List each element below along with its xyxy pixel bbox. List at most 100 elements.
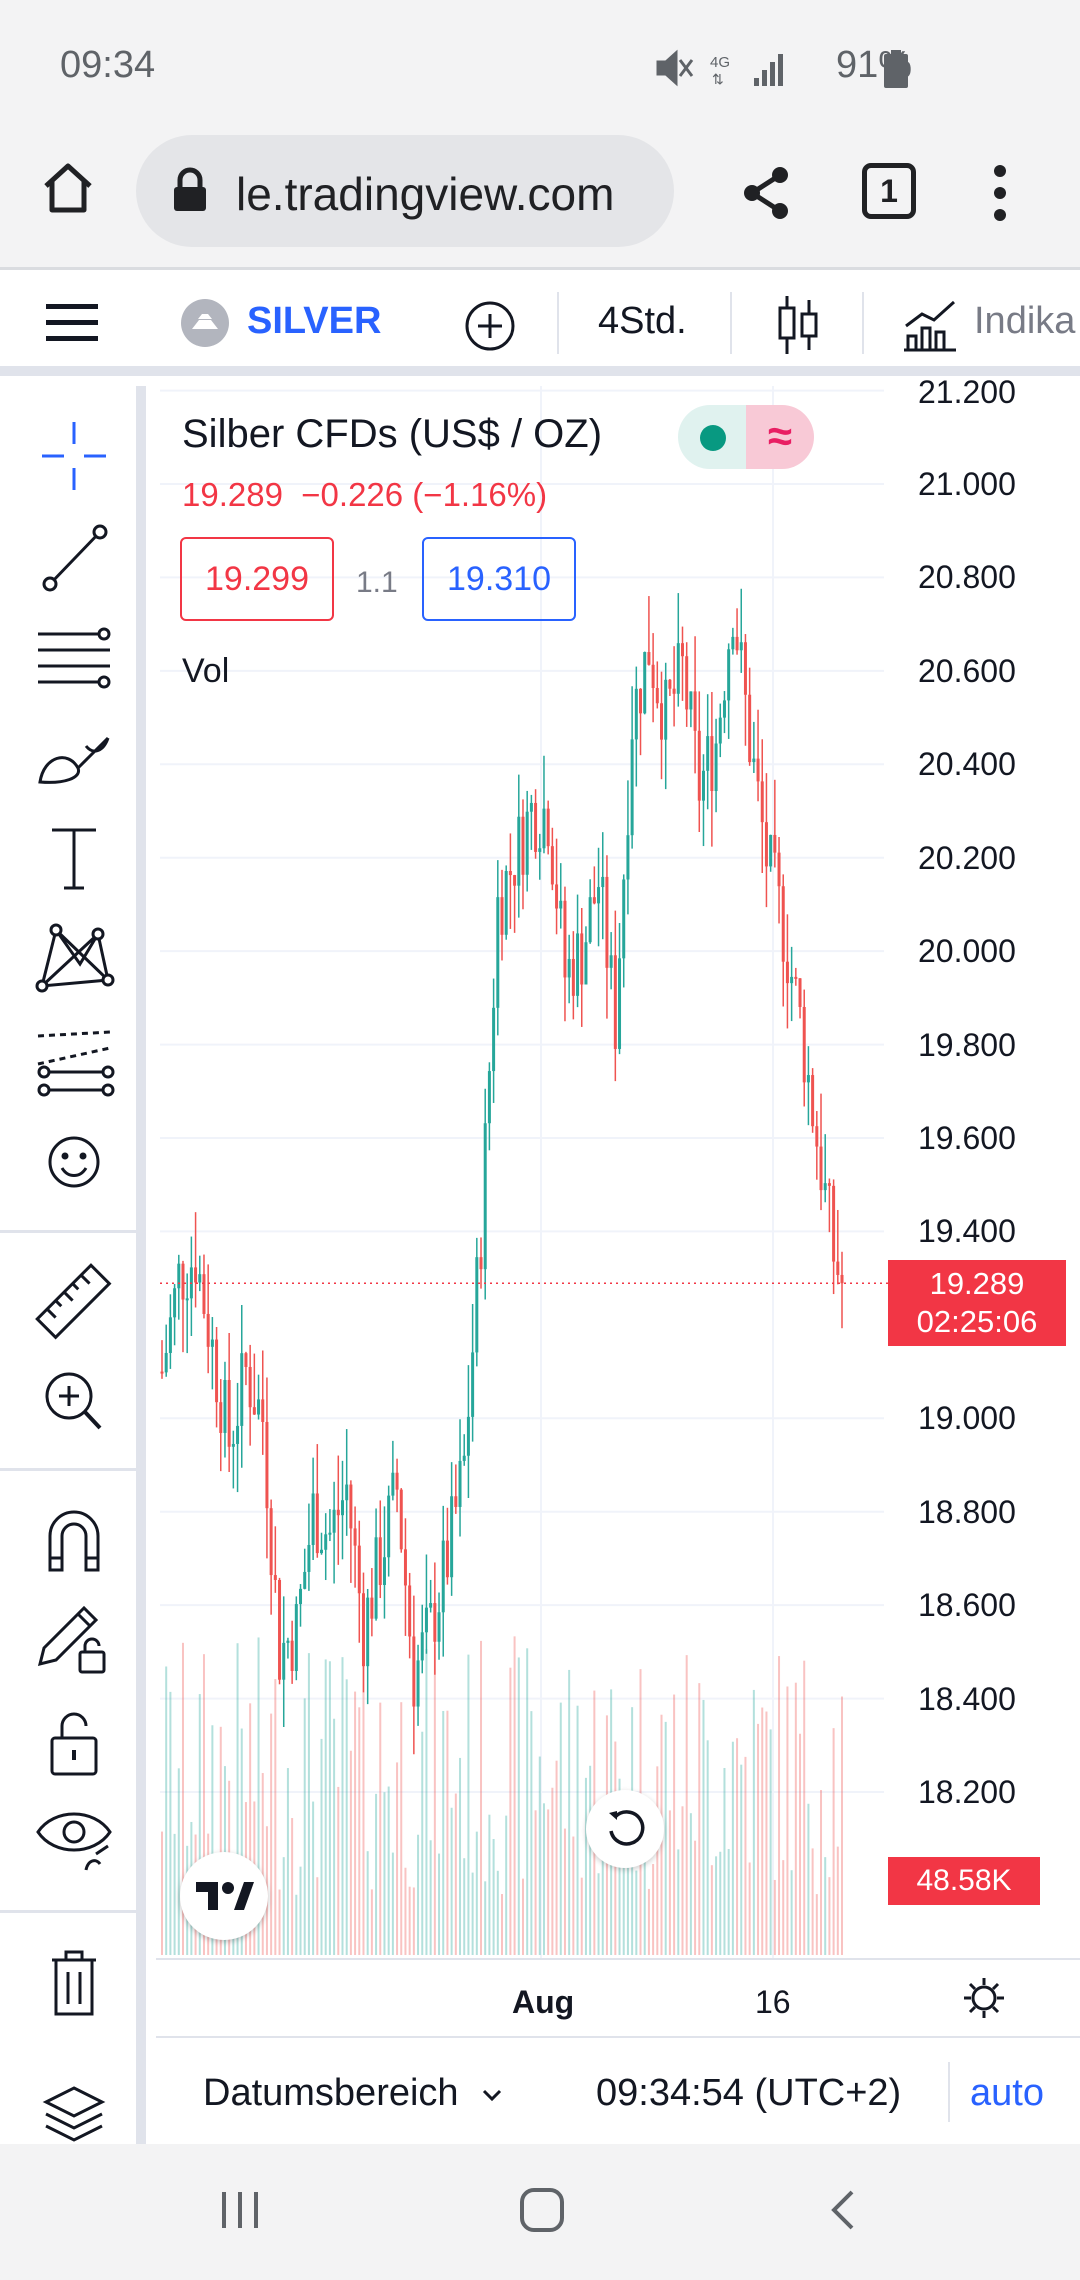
candle-type-icon[interactable] (776, 294, 820, 356)
candle-body (185, 1298, 189, 1301)
settings-icon[interactable] (962, 1976, 1006, 2020)
volume-bar (333, 1718, 336, 1955)
candle-body (680, 643, 684, 657)
price-label: 18.400 (918, 1680, 1016, 1717)
volume-bar (165, 1666, 168, 1955)
volume-bar (345, 1679, 348, 1955)
compare-add-icon[interactable] (464, 300, 516, 352)
indicators-icon[interactable] (902, 296, 958, 352)
volume-bar (492, 1838, 495, 1955)
auto-scale-button[interactable]: auto (970, 2072, 1044, 2114)
brush-icon[interactable] (24, 716, 124, 800)
chart-pane[interactable] (156, 386, 1080, 1958)
candle-body (261, 1399, 265, 1422)
time-axis[interactable] (156, 1958, 1080, 2036)
symbol-selector[interactable]: SILVER (247, 300, 382, 342)
share-icon[interactable] (740, 165, 792, 221)
volume-bar (727, 1849, 730, 1955)
candle-body (437, 1612, 441, 1642)
recent-apps-icon[interactable] (216, 2188, 264, 2232)
candle-body (651, 664, 655, 688)
volume-bar (803, 1660, 806, 1955)
volume-bar (421, 1731, 424, 1955)
pattern-tool-icon[interactable] (24, 916, 124, 1000)
candle-body (273, 1575, 277, 1580)
candle-body (517, 816, 521, 886)
volume-bar (673, 1694, 676, 1955)
volume-bar (450, 1807, 453, 1955)
volume-bar (505, 1815, 508, 1955)
delete-icon[interactable] (24, 1940, 124, 2024)
tab-switcher-button[interactable]: 1 (862, 163, 916, 219)
volume-bar (824, 1857, 827, 1955)
candle-body (832, 1185, 836, 1262)
volume-bar (534, 1810, 537, 1955)
text-tool-icon[interactable] (24, 816, 124, 900)
fib-retracement-icon[interactable] (24, 616, 124, 700)
more-menu-icon[interactable] (988, 163, 1012, 223)
candle-body (403, 1549, 407, 1586)
candle-body (466, 1416, 470, 1456)
toolbar-divider (0, 1230, 146, 1233)
market-status[interactable]: ≈ (678, 405, 814, 469)
candle-body (714, 743, 718, 792)
candle-body (269, 1508, 273, 1576)
home-icon[interactable] (40, 160, 96, 216)
volume-bar (538, 1756, 541, 1955)
candle-body (265, 1421, 269, 1509)
candle-body (479, 1257, 483, 1270)
hamburger-menu-icon[interactable] (44, 300, 100, 346)
candle-body (173, 1288, 177, 1318)
address-bar[interactable]: le.tradingview.com (136, 135, 674, 247)
candle-body (735, 636, 739, 651)
volume-bar (647, 1888, 650, 1955)
volume-bar (723, 1768, 726, 1955)
volume-bar (181, 1642, 184, 1955)
volume-bar (773, 1879, 776, 1955)
sell-button[interactable]: 19.299 (180, 537, 334, 621)
hide-drawings-icon[interactable] (24, 1794, 124, 1878)
object-tree-icon[interactable] (24, 2074, 124, 2158)
reset-chart-button[interactable] (586, 1790, 664, 1868)
candle-body (357, 1545, 361, 1594)
crosshair-icon[interactable] (24, 414, 124, 498)
back-nav-icon[interactable] (824, 2188, 864, 2232)
zoom-in-icon[interactable] (24, 1358, 124, 1442)
tradingview-logo[interactable] (180, 1852, 268, 1940)
unlock-icon[interactable] (24, 1700, 124, 1784)
home-nav-icon[interactable] (518, 2186, 566, 2234)
magnet-icon[interactable] (24, 1498, 124, 1582)
candle-body (815, 1126, 819, 1147)
volume-bar (442, 1710, 445, 1955)
price-change-line: 19.289 −0.226 (−1.16%) (182, 476, 547, 514)
candle-body (764, 822, 768, 867)
buy-button[interactable]: 19.310 (422, 537, 576, 621)
candle-body (445, 1540, 449, 1578)
candle-body (278, 1579, 282, 1680)
date-range-dropdown[interactable]: Datumsbereich (203, 2072, 505, 2115)
prediction-tool-icon[interactable] (24, 1020, 124, 1104)
volume-bar (433, 1644, 436, 1955)
candle-body (227, 1380, 231, 1447)
trend-line-icon[interactable] (24, 516, 124, 600)
interval-selector[interactable]: 4Std. (598, 300, 687, 342)
volume-bar (169, 1691, 172, 1955)
candle-body (513, 875, 517, 886)
ruler-icon[interactable] (24, 1260, 124, 1344)
candle-body (412, 1636, 416, 1707)
volume-bar (454, 1793, 457, 1955)
volume-bar (463, 1858, 466, 1955)
volume-bar (668, 1810, 671, 1955)
tv-logo-icon (196, 1882, 254, 1910)
candle-body (248, 1366, 252, 1408)
volume-bar (177, 1768, 180, 1955)
candle-body (823, 1183, 827, 1191)
timezone-clock[interactable]: 09:34:54 (UTC+2) (596, 2072, 902, 2114)
volume-bar (652, 1864, 655, 1955)
emoji-icon[interactable] (24, 1120, 124, 1204)
volume-bar (542, 1803, 545, 1955)
indicators-button[interactable]: Indika (974, 300, 1076, 342)
candle-body (840, 1274, 844, 1284)
lock-drawing-icon[interactable] (24, 1598, 124, 1682)
